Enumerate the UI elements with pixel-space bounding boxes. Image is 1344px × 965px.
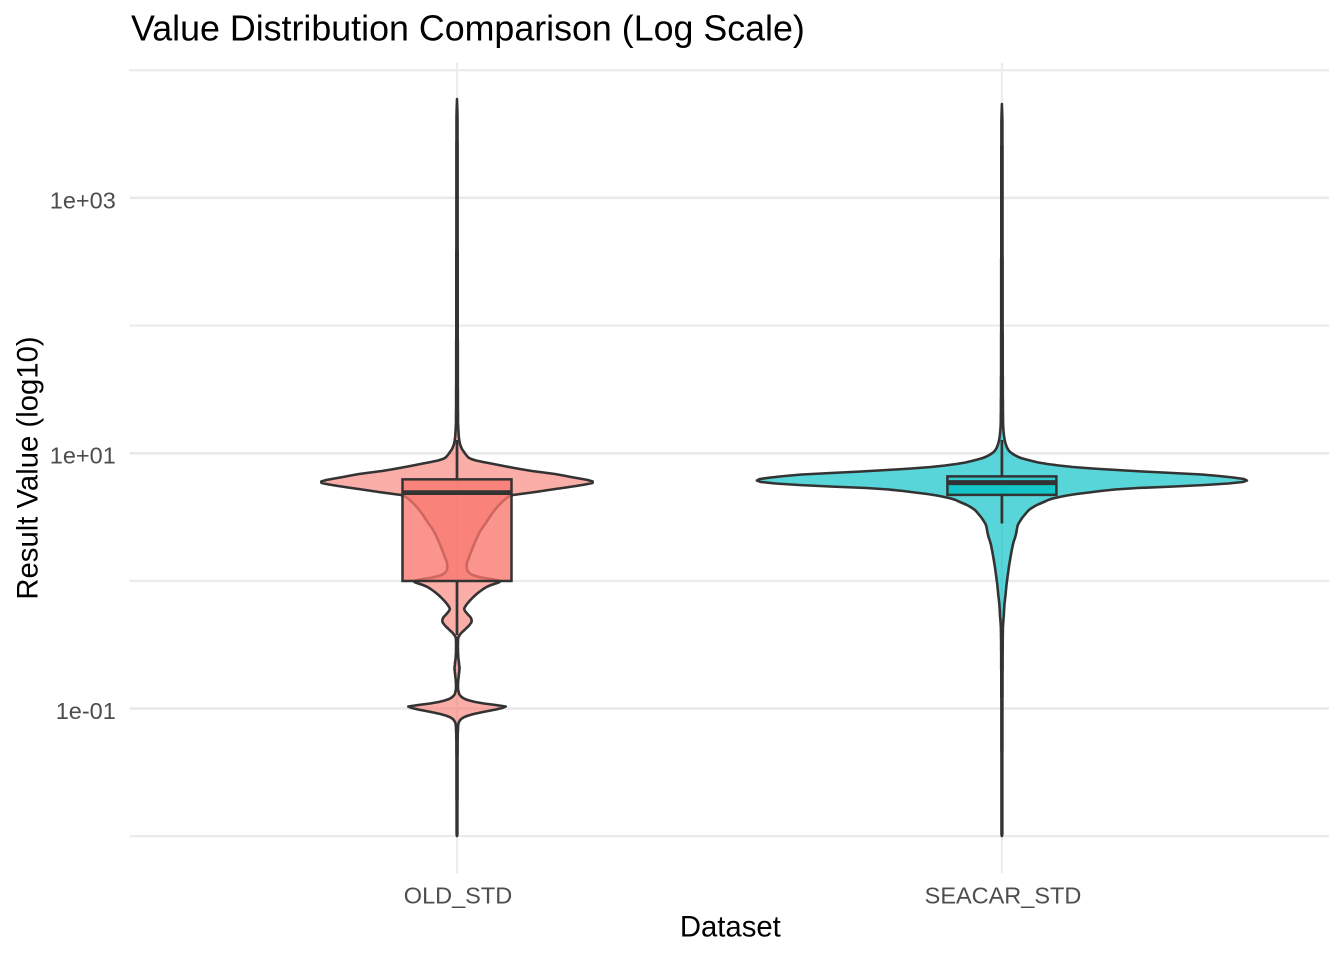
svg-text:1e+03: 1e+03 — [50, 187, 116, 213]
svg-text:OLD_STD: OLD_STD — [404, 883, 512, 909]
svg-text:1e+01: 1e+01 — [50, 443, 116, 469]
svg-text:Value Distribution Comparison: Value Distribution Comparison (Log Scale… — [131, 9, 805, 49]
svg-text:1e-01: 1e-01 — [56, 698, 116, 724]
svg-text:SEACAR_STD: SEACAR_STD — [925, 883, 1082, 909]
svg-text:Result Value (log10): Result Value (log10) — [12, 336, 45, 599]
svg-text:Dataset: Dataset — [680, 911, 781, 944]
